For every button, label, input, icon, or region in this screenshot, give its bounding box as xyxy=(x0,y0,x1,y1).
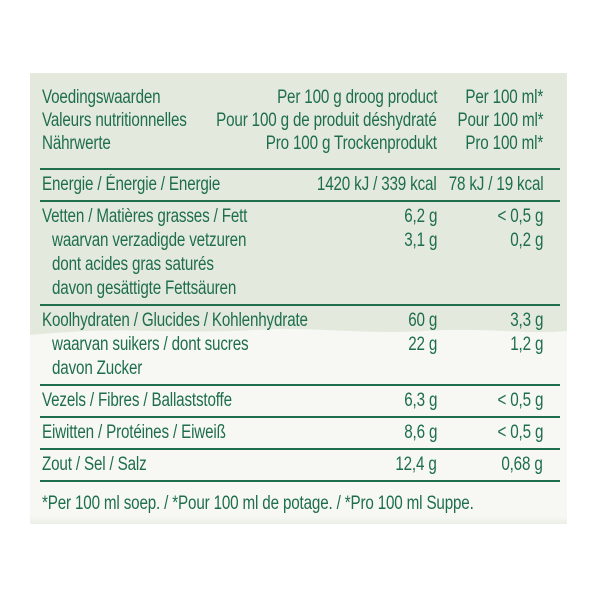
row-label: Energie / Énergie / Energie xyxy=(42,174,221,195)
row-label: davon Zucker xyxy=(52,358,143,379)
row-label: waarvan suikers / dont sucres xyxy=(52,334,249,355)
value-per-100ml: 0,68 g xyxy=(501,454,543,475)
value-per-100g: 1420 kJ / 339 kcal xyxy=(317,174,437,195)
table-row-line: Eiwitten / Protéines / Eiweiß 8,6 g < 0,5 … xyxy=(30,421,567,445)
table-row-line: waarvan suikers / dont sucres 22 g 1,2 g xyxy=(30,333,567,357)
nutrition-header: Voedingswaarden Valeurs nutritionnelles Nä… xyxy=(30,73,567,168)
header-per100g-line-row: Pour 100 g de produit déshydraté xyxy=(161,109,437,132)
table-row-line: Vezels / Fibres / Ballaststoffe 6,3 g < 0,… xyxy=(30,389,567,413)
header-per100g-line: Pour 100 g de produit déshydraté xyxy=(216,110,437,131)
table-row-line: waarvan verzadigde vetzuren 3,1 g 0,2 g xyxy=(30,229,567,253)
header-per100ml-line-row: Per 100 ml* xyxy=(436,86,543,109)
row-divider xyxy=(40,200,560,202)
value-per-100g: 6,2 g xyxy=(403,206,437,227)
header-label-line-row: Voedingswaarden xyxy=(42,86,223,109)
panel-top-background xyxy=(30,73,567,323)
value-per-100g: 3,1 g xyxy=(403,230,437,251)
value-per-100ml: 0,2 g xyxy=(509,230,543,251)
value-per-100ml: < 0,5 g xyxy=(497,422,543,443)
table-row: Vetten / Matières grasses / Fett 6,2 g < 0… xyxy=(30,202,567,304)
header-label-line: Nährwerte xyxy=(42,133,111,154)
row-divider xyxy=(40,448,560,450)
row-label: Vetten / Matières grasses / Fett xyxy=(42,206,248,227)
nutrition-panel: Voedingswaarden Valeurs nutritionnelles Nä… xyxy=(30,73,567,524)
table-row: Zout / Sel / Salz 12,4 g 0,68 g xyxy=(30,450,567,480)
table-row: Vezels / Fibres / Ballaststoffe 6,3 g < 0,… xyxy=(30,386,567,416)
value-per-100ml: 78 kJ / 19 kcal xyxy=(448,174,543,195)
table-row-line: dont acides gras saturés xyxy=(30,253,567,277)
table-row-line: Koolhydraten / Glucides / Kohlenhydrate 6… xyxy=(30,309,567,333)
row-label: Zout / Sel / Salz xyxy=(42,454,147,475)
value-per-100g: 8,6 g xyxy=(403,422,437,443)
row-divider xyxy=(40,480,560,482)
footnote: *Per 100 ml soep. / *Pour 100 ml de pota… xyxy=(30,482,567,516)
brushstroke-edge xyxy=(30,323,567,335)
row-label: davon gesättigte Fettsäuren xyxy=(52,278,237,299)
row-label: waarvan verzadigde vetzuren xyxy=(52,230,247,251)
table-row: Koolhydraten / Glucides / Kohlenhydrate 6… xyxy=(30,306,567,384)
row-label: dont acides gras saturés xyxy=(52,254,214,275)
row-label: Eiwitten / Protéines / Eiweiß xyxy=(42,422,226,443)
nutrition-content: Voedingswaarden Valeurs nutritionnelles Nä… xyxy=(30,73,567,524)
row-divider xyxy=(40,304,560,306)
table-row: Energie / Énergie / Energie 1420 kJ / 339… xyxy=(30,170,567,200)
value-per-100g: 12,4 g xyxy=(395,454,437,475)
header-per100ml-line: Per 100 ml* xyxy=(465,87,543,108)
row-divider xyxy=(40,416,560,418)
row-divider xyxy=(40,384,560,386)
value-per-100ml: < 0,5 g xyxy=(497,390,543,411)
value-per-100ml: 1,2 g xyxy=(509,334,543,355)
table-row-line: davon gesättigte Fettsäuren xyxy=(30,277,567,301)
nutrition-table-body: Energie / Énergie / Energie 1420 kJ / 339… xyxy=(30,168,567,482)
value-per-100ml: < 0,5 g xyxy=(497,206,543,227)
header-col-per-100ml: Per 100 ml* Pour 100 ml* Pro 100 ml* xyxy=(436,86,543,155)
value-per-100g: 22 g xyxy=(408,334,437,355)
table-row: Eiwitten / Protéines / Eiweiß 8,6 g < 0,5 … xyxy=(30,418,567,448)
header-label-line-row: Nährwerte xyxy=(42,132,223,155)
header-per100ml-line: Pour 100 ml* xyxy=(457,110,543,131)
table-row-line: Zout / Sel / Salz 12,4 g 0,68 g xyxy=(30,453,567,477)
value-per-100g: 60 g xyxy=(408,310,437,331)
header-label-line: Valeurs nutritionnelles xyxy=(42,110,187,131)
header-label-line: Voedingswaarden xyxy=(42,87,161,108)
value-per-100g: 6,3 g xyxy=(403,390,437,411)
header-col-per-100g: Per 100 g droog product Pour 100 g de pro… xyxy=(161,86,437,155)
row-label: Vezels / Fibres / Ballaststoffe xyxy=(42,390,232,411)
value-per-100ml: 3,3 g xyxy=(509,310,543,331)
table-row-line: Energie / Énergie / Energie 1420 kJ / 339… xyxy=(30,173,567,197)
footnote-text: *Per 100 ml soep. / *Pour 100 ml de pota… xyxy=(42,493,474,514)
header-per100g-line: Pro 100 g Trockenprodukt xyxy=(265,133,437,154)
header-per100ml-line-row: Pour 100 ml* xyxy=(436,109,543,132)
row-divider xyxy=(40,168,560,170)
header-per100ml-line-row: Pro 100 ml* xyxy=(436,132,543,155)
header-per100g-line-row: Pro 100 g Trockenprodukt xyxy=(161,132,437,155)
header-per100g-line-row: Per 100 g droog product xyxy=(161,86,437,109)
header-col-labels: Voedingswaarden Valeurs nutritionnelles Nä… xyxy=(42,86,223,155)
header-per100g-line: Per 100 g droog product xyxy=(276,87,437,108)
header-per100ml-line: Pro 100 ml* xyxy=(465,133,543,154)
table-row-line: Vetten / Matières grasses / Fett 6,2 g < 0… xyxy=(30,205,567,229)
row-label: Koolhydraten / Glucides / Kohlenhydrate xyxy=(42,310,308,331)
header-label-line-row: Valeurs nutritionnelles xyxy=(42,109,223,132)
table-row-line: davon Zucker xyxy=(30,357,567,381)
panel-bottom-shade xyxy=(30,516,567,524)
